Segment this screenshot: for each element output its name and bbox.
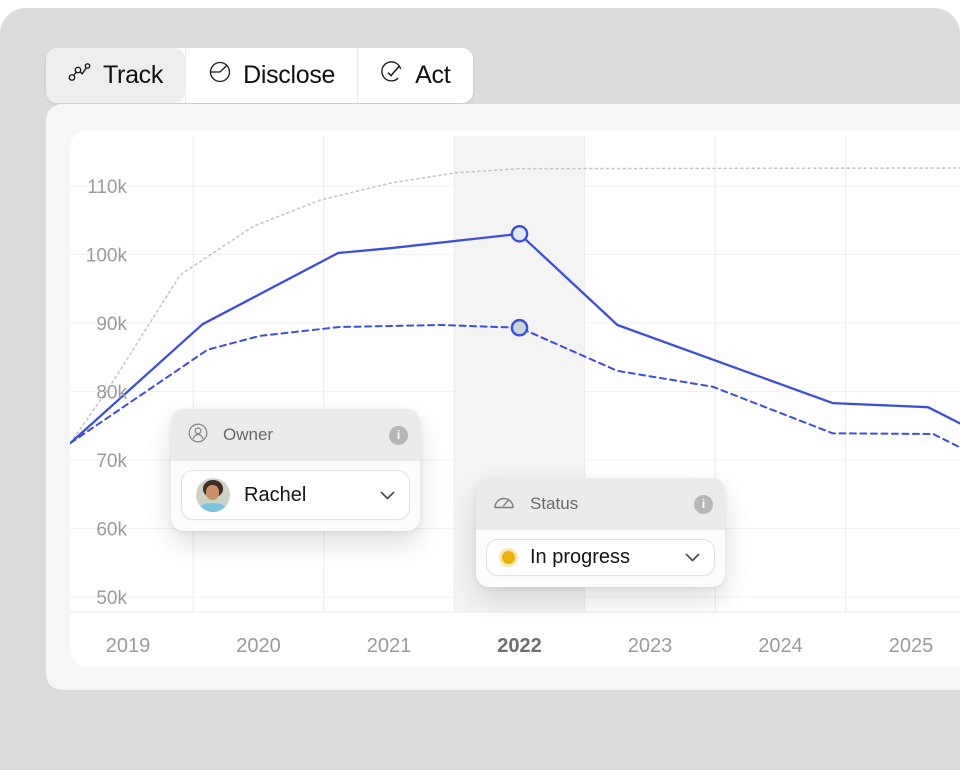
status-filter-card: Status i In progress [476,478,725,587]
status-dot-icon [502,551,515,564]
tab-track[interactable]: Track [46,48,186,103]
chart-card: 50k 60k 70k 80k 90k 100k 110k 2019 2020 2021 2022 2… [70,130,960,667]
series-blue-dashed [70,324,960,449]
chart-marker-blue-solid[interactable] [510,225,529,243]
status-select-value: In progress [530,546,631,568]
chevron-down-icon [380,488,395,503]
info-icon[interactable]: i [389,425,408,445]
x-tick-label-2024: 2024 [758,635,803,657]
y-tick-label: 60k [96,520,127,541]
y-tick-label: 90k [96,314,127,335]
tab-act[interactable]: Act [357,48,473,103]
person-icon [187,422,209,449]
x-tick-label-2021: 2021 [367,635,412,657]
status-select[interactable]: In progress [486,539,715,576]
track-line-chart-icon [68,60,92,91]
tab-label: Disclose [243,61,336,89]
y-tick-label: 50k [96,588,127,609]
tab-disclose[interactable]: Disclose [185,48,358,103]
avatar [196,478,230,512]
x-tick-label-2022: 2022 [497,635,542,657]
owner-card-header: Owner i [171,409,420,461]
y-tick-label: 70k [96,451,127,472]
y-tick-label: 80k [96,382,127,403]
status-card-header: Status i [476,478,725,530]
info-icon[interactable]: i [694,494,713,514]
owner-select[interactable]: Rachel [181,470,410,520]
tab-label: Track [103,61,164,89]
gauge-icon [492,491,516,518]
x-tick-label-2020: 2020 [236,635,281,657]
series-gray-dotted-baseline [70,167,960,444]
x-tick-label-2023: 2023 [628,635,673,657]
owner-card-body: Rachel [171,461,420,531]
chart-marker-blue-dashed[interactable] [510,318,529,337]
owner-filter-card: Owner i Rachel [171,409,420,531]
owner-select-value: Rachel [244,483,307,506]
owner-card-label: Owner [223,425,274,444]
act-target-check-icon [380,60,404,91]
disclose-pie-icon [208,60,232,91]
y-tick-label: 110k [87,177,127,198]
chevron-down-icon [685,550,700,565]
y-tick-label: 100k [86,245,128,266]
status-card-body: In progress [476,530,725,587]
main-tabbar: Track Disclose Act [46,48,473,103]
tab-label: Act [415,61,451,89]
x-tick-label-2025: 2025 [889,635,934,657]
status-card-label: Status [530,494,579,513]
x-tick-label-2019: 2019 [106,635,151,657]
